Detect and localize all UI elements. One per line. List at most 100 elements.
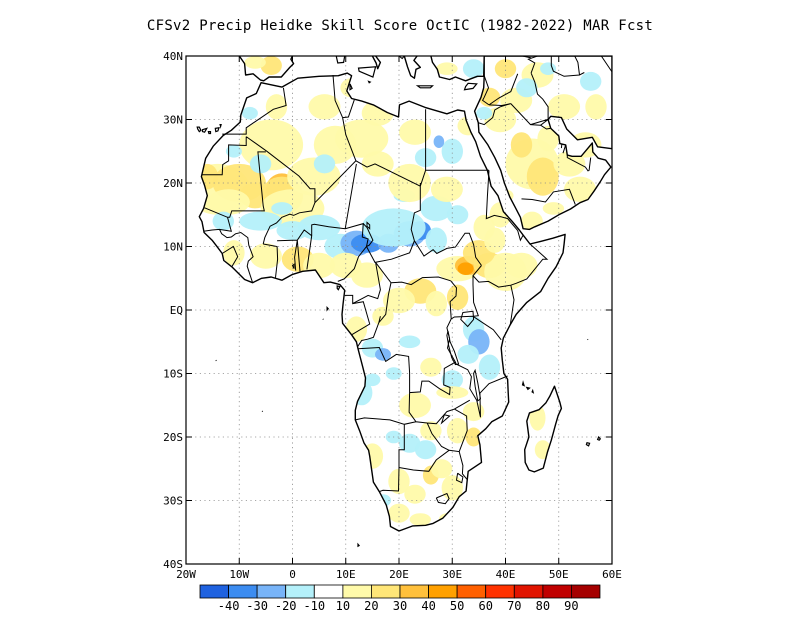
lon-tick-label: 40E bbox=[496, 568, 516, 581]
skill-region bbox=[225, 145, 242, 158]
colorbar-label: -10 bbox=[303, 599, 325, 613]
colorbar-label: 50 bbox=[450, 599, 464, 613]
skill-region bbox=[526, 157, 559, 196]
skill-region bbox=[404, 484, 426, 504]
island-outline bbox=[207, 131, 212, 135]
island-outline bbox=[587, 338, 589, 341]
colorbar-swatch bbox=[571, 584, 601, 599]
lat-tick-label: 20S bbox=[163, 431, 183, 444]
skill-region bbox=[308, 94, 341, 120]
skill-region bbox=[271, 202, 293, 215]
skill-region bbox=[537, 125, 559, 152]
skill-region bbox=[462, 402, 485, 422]
skill-region bbox=[335, 119, 389, 158]
skill-region bbox=[430, 459, 453, 479]
colorbar-label: 60 bbox=[478, 599, 492, 613]
colorbar-swatch bbox=[485, 584, 515, 599]
skill-region bbox=[585, 94, 607, 120]
skill-region bbox=[548, 94, 581, 120]
skill-region bbox=[388, 163, 431, 203]
skill-region bbox=[364, 373, 381, 387]
colorbar-label: -20 bbox=[275, 599, 297, 613]
colorbar-swatch bbox=[542, 584, 572, 599]
lake-outline bbox=[291, 263, 295, 269]
colorbar-label: -30 bbox=[246, 599, 268, 613]
skill-region bbox=[345, 316, 368, 342]
skill-region bbox=[420, 195, 453, 222]
island-outline bbox=[531, 388, 535, 394]
island-outline bbox=[215, 359, 217, 362]
lat-tick-label: 10N bbox=[163, 241, 183, 254]
colorbar-label: 90 bbox=[564, 599, 578, 613]
island-outline bbox=[196, 126, 202, 133]
skill-region bbox=[446, 205, 469, 225]
colorbar-label: 20 bbox=[364, 599, 378, 613]
island-outline bbox=[219, 124, 222, 129]
skill-region bbox=[462, 59, 485, 79]
skill-region bbox=[241, 106, 258, 120]
colorbar-label: -40 bbox=[218, 599, 240, 613]
skill-region bbox=[212, 211, 234, 231]
lon-tick-label: 0 bbox=[289, 568, 296, 581]
skill-region bbox=[361, 443, 384, 469]
skill-region bbox=[446, 418, 469, 444]
island-outline bbox=[367, 80, 372, 84]
island-outline bbox=[596, 435, 602, 441]
lon-tick-label: 10W bbox=[229, 568, 249, 581]
lake-outline bbox=[460, 310, 475, 328]
colorbar-swatch bbox=[199, 584, 229, 599]
colorbar-swatch bbox=[342, 584, 372, 599]
island-outline bbox=[357, 66, 377, 78]
colorbar-label: 10 bbox=[336, 599, 350, 613]
lon-tick-label: 50E bbox=[549, 568, 569, 581]
colorbar-swatch bbox=[428, 584, 458, 599]
latitude-axis: 40N 30N 20N 10N EQ 10S 20S 30S 40S bbox=[163, 50, 612, 571]
skill-region bbox=[265, 94, 288, 120]
skill-region bbox=[383, 65, 405, 79]
skill-region bbox=[476, 106, 493, 120]
colorbar-label: 30 bbox=[393, 599, 407, 613]
lat-tick-label: 30S bbox=[163, 495, 183, 508]
lake-outline bbox=[440, 414, 451, 425]
lat-tick-label: 30N bbox=[163, 114, 183, 127]
skill-region bbox=[529, 405, 546, 431]
island-outline bbox=[336, 285, 341, 291]
island-outline bbox=[525, 386, 531, 391]
skill-region bbox=[361, 151, 394, 177]
island-outline bbox=[201, 127, 209, 133]
skill-region bbox=[441, 138, 463, 164]
colorbar: -40 -30 -20 -10 10 20 30 40 50 60 70 80 90 bbox=[199, 584, 601, 613]
lon-tick-label: 10E bbox=[336, 568, 356, 581]
lon-tick-label: 60E bbox=[602, 568, 622, 581]
skill-region bbox=[420, 357, 442, 377]
skill-region bbox=[473, 214, 495, 241]
lat-tick-label: 40S bbox=[163, 558, 183, 571]
skill-region bbox=[313, 154, 336, 174]
island-outline bbox=[335, 56, 346, 64]
colorbar-swatch bbox=[456, 584, 487, 599]
skill-region bbox=[425, 227, 447, 253]
skill-region bbox=[510, 132, 533, 158]
lat-tick-label: 20N bbox=[163, 177, 183, 190]
skill-region bbox=[516, 78, 538, 98]
lat-tick-label: 40N bbox=[163, 50, 183, 63]
skill-region bbox=[553, 151, 586, 177]
skill-region bbox=[478, 354, 501, 380]
lat-tick-label: 10S bbox=[163, 368, 183, 381]
lon-tick-label: 20E bbox=[389, 568, 409, 581]
skill-region bbox=[409, 513, 431, 526]
skill-shading bbox=[199, 56, 607, 526]
skill-region bbox=[457, 262, 474, 276]
colorbar-swatch bbox=[399, 584, 429, 599]
skill-region bbox=[430, 176, 463, 202]
island-outline bbox=[463, 82, 478, 91]
skill-region bbox=[425, 290, 447, 317]
skill-region bbox=[414, 440, 437, 460]
colorbar-swatch bbox=[313, 584, 344, 599]
skill-region bbox=[494, 59, 517, 79]
skill-region bbox=[465, 427, 482, 447]
colorbar-swatch bbox=[513, 584, 544, 599]
colorbar-swatch bbox=[370, 584, 401, 599]
skill-region bbox=[433, 135, 445, 148]
